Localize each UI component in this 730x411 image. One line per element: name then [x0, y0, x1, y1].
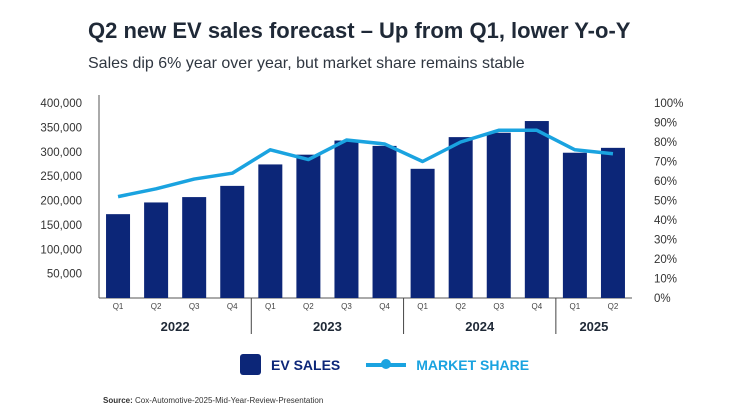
x-tick-label: Q1 — [113, 302, 124, 311]
year-label: 2025 — [579, 319, 608, 334]
legend-label-ev-sales: EV SALES — [271, 356, 341, 373]
x-tick-label: Q2 — [303, 302, 314, 311]
bar — [562, 152, 587, 298]
bar — [600, 147, 625, 298]
x-tick-label: Q1 — [265, 302, 276, 311]
bar — [296, 154, 321, 298]
bar — [144, 202, 169, 298]
x-tick-label: Q1 — [570, 302, 581, 311]
y2-tick-label: 80% — [654, 137, 677, 149]
year-label: 2023 — [313, 319, 342, 334]
bar — [410, 168, 435, 298]
bar — [220, 185, 245, 298]
y-tick-label: 250,000 — [40, 171, 82, 183]
chart-title: Q2 new EV sales forecast – Up from Q1, l… — [88, 18, 631, 43]
y-tick-label: 400,000 — [40, 98, 82, 110]
bar — [486, 132, 511, 298]
y-tick-label: 200,000 — [40, 196, 82, 208]
y2-tick-label: 60% — [654, 176, 677, 188]
year-label: 2022 — [161, 319, 190, 334]
source-text: Cox-Automotive-2025-Mid-Year-Review-Pres… — [135, 396, 324, 405]
x-tick-label: Q3 — [189, 302, 200, 311]
bar — [524, 121, 549, 298]
y2-tick-label: 20% — [654, 254, 677, 266]
x-tick-label: Q2 — [608, 302, 619, 311]
bar — [106, 214, 131, 298]
bar — [372, 145, 397, 298]
source-note: Source: Cox-Automotive-2025-Mid-Year-Rev… — [103, 396, 323, 405]
legend: EV SALES MARKET SHARE — [240, 354, 529, 375]
x-tick-label: Q2 — [151, 302, 162, 311]
chart-subtitle: Sales dip 6% year over year, but market … — [88, 55, 525, 72]
y2-tick-label: 0% — [654, 293, 671, 305]
series-line — [117, 128, 614, 199]
year-label: 2024 — [465, 319, 495, 334]
bar — [258, 164, 283, 298]
x-tick-label: Q4 — [531, 302, 542, 311]
bar — [334, 140, 359, 298]
y2-tick-label: 10% — [654, 274, 677, 286]
source-label: Source: — [103, 396, 133, 405]
y2-tick-label: 70% — [654, 157, 677, 169]
legend-swatch-ev-sales — [240, 354, 261, 375]
bar — [448, 137, 473, 298]
x-tick-label: Q3 — [493, 302, 504, 311]
x-tick-label: Q1 — [417, 302, 428, 311]
y2-tick-label: 30% — [654, 235, 677, 247]
x-tick-label: Q2 — [455, 302, 466, 311]
x-tick-label: Q4 — [379, 302, 390, 311]
y2-tick-label: 50% — [654, 196, 677, 208]
legend-swatch-market-share — [366, 358, 407, 369]
y-tick-label: 100,000 — [40, 244, 82, 256]
y-tick-label: 350,000 — [40, 122, 82, 134]
bar — [182, 197, 207, 298]
y2-tick-label: 100% — [654, 98, 683, 110]
x-tick-label: Q3 — [341, 302, 352, 311]
y-tick-label: 300,000 — [40, 147, 82, 159]
x-tick-label: Q4 — [227, 302, 238, 311]
y-tick-label: 150,000 — [40, 220, 82, 232]
legend-label-market-share: MARKET SHARE — [416, 356, 530, 373]
y-tick-label: 50,000 — [47, 269, 82, 281]
y2-tick-label: 90% — [654, 118, 677, 130]
y2-tick-label: 40% — [654, 215, 677, 227]
